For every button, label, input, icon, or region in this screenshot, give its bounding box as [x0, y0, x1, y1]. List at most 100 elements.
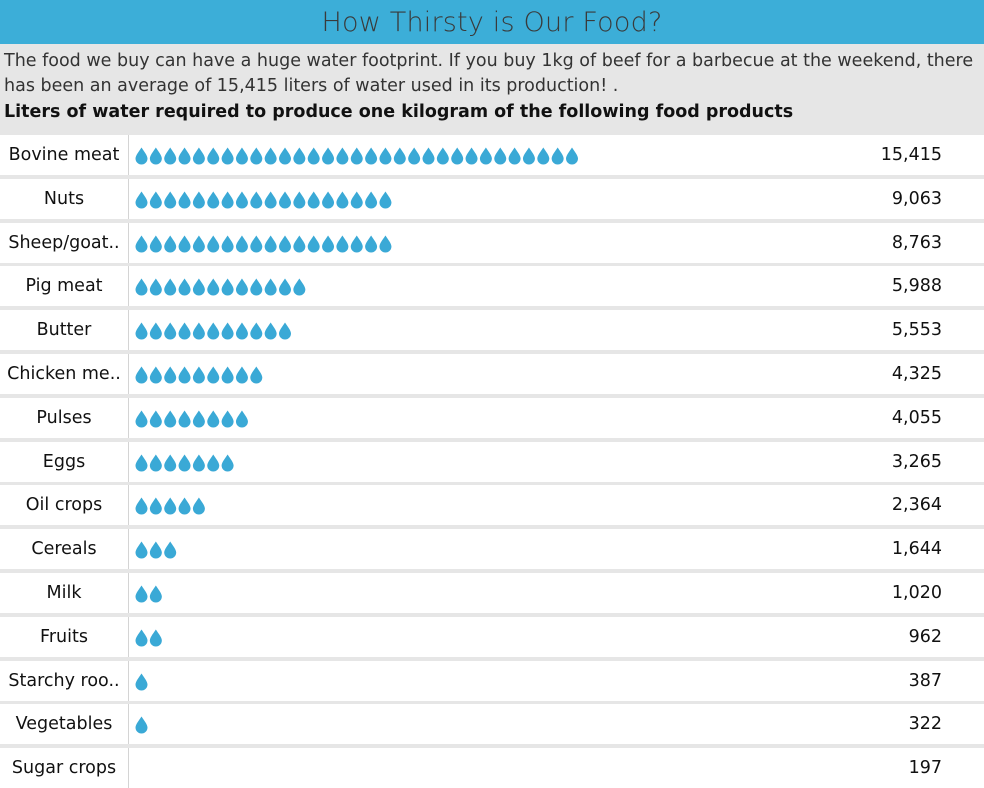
value-label: 1,020 — [891, 583, 942, 603]
water-drop-icon — [307, 235, 320, 253]
water-drop-icon — [264, 235, 277, 253]
water-drop-icon — [135, 716, 148, 734]
water-drop-icon — [149, 366, 162, 384]
water-drop-icon — [307, 191, 320, 209]
row-divider — [128, 748, 129, 788]
chart-title: How Thirsty is Our Food? — [321, 6, 663, 38]
water-drop-icon — [164, 322, 177, 340]
water-drop-icon — [192, 235, 205, 253]
water-drop-icon — [207, 278, 220, 296]
category-label: Nuts — [43, 188, 85, 209]
chart-row: Nuts 9,063 — [0, 178, 984, 219]
water-drop-icon — [221, 322, 234, 340]
row-divider — [128, 485, 129, 526]
chart-row: Milk 1,020 — [0, 573, 984, 613]
water-drop-icon — [192, 191, 205, 209]
category-label: Sheep/goat.. — [8, 232, 120, 253]
water-drop-icon — [279, 278, 291, 296]
water-drop-icon — [178, 410, 191, 428]
water-drop-icon — [135, 278, 148, 296]
water-drop-icon — [149, 410, 162, 428]
water-drop-icon — [178, 322, 191, 340]
water-drop-icon — [393, 147, 406, 165]
row-divider — [128, 397, 129, 438]
water-drop-icon — [135, 454, 148, 472]
water-drop-icon — [508, 147, 521, 165]
row-divider — [128, 266, 129, 307]
water-drop-icon — [336, 147, 349, 165]
water-drop-icon — [149, 322, 162, 340]
chart-subtitle: Liters of water required to produce one … — [4, 102, 794, 122]
chart-row: Chicken me.. 4,325 — [0, 354, 984, 394]
category-label: Sugar crops — [11, 758, 117, 779]
water-drop-icon — [192, 454, 205, 472]
drop-bar — [135, 410, 248, 428]
water-drop-icon — [436, 147, 449, 165]
chart-row: Oil crops 2,364 — [0, 485, 984, 526]
water-drop-icon — [135, 497, 148, 515]
row-divider — [128, 704, 129, 745]
value-label: 387 — [908, 670, 942, 691]
water-drop-icon — [207, 322, 220, 340]
category-label: Cereals — [31, 539, 97, 560]
chart-row: Fruits 962 — [0, 616, 984, 657]
row-divider — [128, 135, 129, 175]
value-label: 962 — [908, 626, 942, 647]
drop-bar — [135, 366, 263, 384]
water-drop-icon — [235, 278, 248, 296]
water-drop-icon — [235, 147, 248, 165]
water-drop-icon — [250, 366, 263, 384]
water-drop-icon — [178, 366, 191, 384]
category-label: Starchy roo.. — [8, 670, 120, 691]
water-drop-icon — [164, 410, 177, 428]
water-drop-icon — [207, 191, 220, 209]
water-drop-icon — [192, 410, 205, 428]
value-label: 197 — [908, 758, 942, 779]
water-drop-icon — [293, 278, 306, 296]
drop-bar — [135, 235, 392, 253]
chart-row: Eggs 3,265 — [0, 441, 984, 482]
water-drop-icon — [149, 629, 162, 647]
water-drop-icon — [164, 191, 177, 209]
water-drop-icon — [336, 235, 349, 253]
water-drop-icon — [135, 322, 148, 340]
water-drop-icon — [221, 366, 234, 384]
chart-row: Pig meat 5,988 — [0, 266, 984, 307]
category-label: Pulses — [36, 407, 92, 428]
water-drop-icon — [178, 497, 191, 515]
value-label: 322 — [908, 714, 942, 735]
water-drop-icon — [451, 147, 464, 165]
water-drop-icon — [322, 147, 335, 165]
value-label: 3,265 — [891, 451, 942, 472]
water-drop-icon — [221, 191, 234, 209]
water-drop-icon — [279, 147, 291, 165]
drop-bar — [135, 585, 162, 603]
water-drop-icon — [264, 147, 277, 165]
drop-bar — [135, 147, 578, 165]
water-drop-icon — [164, 278, 177, 296]
water-drop-icon — [135, 585, 148, 603]
water-drop-icon — [164, 454, 177, 472]
drop-bar — [135, 629, 162, 647]
water-drop-icon — [350, 191, 363, 209]
water-drop-icon — [279, 322, 291, 340]
drop-bar — [135, 191, 392, 209]
chart-row: Pulses 4,055 — [0, 397, 984, 438]
water-drop-icon — [178, 454, 191, 472]
drop-bar — [135, 541, 177, 559]
water-drop-icon — [537, 147, 550, 165]
water-drop-icon — [264, 278, 277, 296]
water-drop-icon — [192, 322, 205, 340]
water-drop-icon — [365, 235, 378, 253]
row-divider — [128, 178, 129, 219]
category-label: Chicken me.. — [7, 364, 121, 384]
category-label: Bovine meat — [8, 145, 120, 165]
water-drop-icon — [264, 191, 277, 209]
water-drop-icon — [149, 497, 162, 515]
water-drop-icon — [178, 278, 191, 296]
drop-bar — [135, 497, 205, 515]
water-drop-icon — [322, 191, 335, 209]
category-label: Vegetables — [15, 714, 113, 735]
water-drop-icon — [192, 147, 205, 165]
